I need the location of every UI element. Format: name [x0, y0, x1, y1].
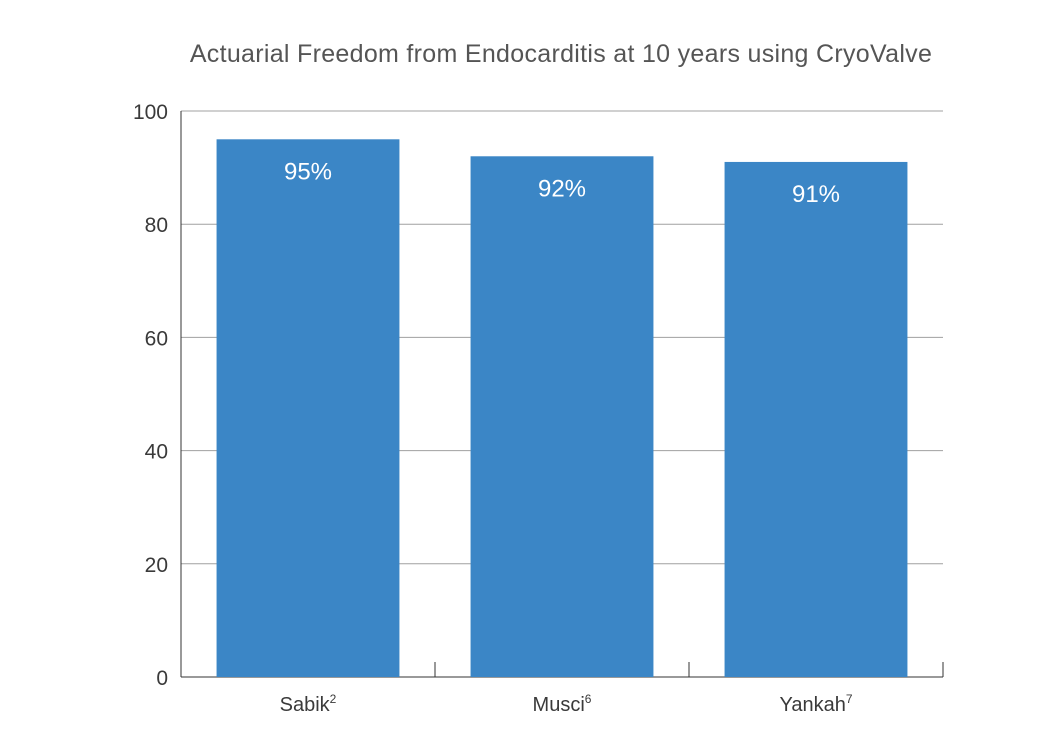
chart-title: Actuarial Freedom from Endocarditis at 1… — [189, 40, 933, 68]
y-tick-label: 60 — [145, 327, 168, 350]
bar-value-label: 92% — [538, 175, 586, 202]
bar-value-label: 95% — [284, 158, 332, 185]
y-tick-label: 20 — [145, 554, 168, 577]
bar — [216, 139, 400, 678]
bar-value-label: 91% — [792, 181, 840, 208]
x-category-label: Yankah7 — [779, 692, 852, 716]
bar — [470, 156, 654, 677]
bar — [724, 161, 908, 677]
y-tick-label: 0 — [156, 667, 168, 690]
x-category-label: Sabik2 — [280, 692, 337, 716]
y-tick-label: 80 — [145, 214, 168, 237]
y-tick-label: 40 — [145, 441, 168, 464]
y-tick-label: 100 — [133, 101, 168, 124]
x-category-label: Musci6 — [533, 692, 592, 716]
